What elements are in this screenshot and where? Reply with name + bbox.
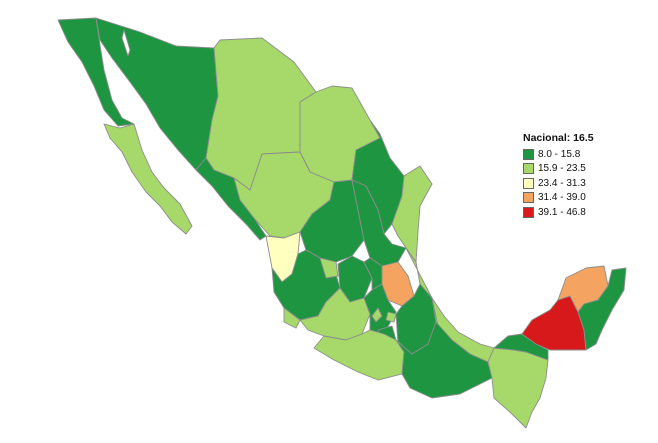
region-tabasco: [493, 333, 549, 361]
region-san-luis-potosi: [351, 179, 407, 267]
region-aguascalientes: [319, 257, 339, 279]
legend-label: 15.9 - 23.5: [538, 163, 586, 175]
legend-label: 39.1 - 46.8: [538, 206, 586, 218]
legend-swatch: [523, 148, 534, 160]
legend-item: 31.4 - 39.0: [523, 191, 643, 206]
region-ciudad-de-mexico: [385, 311, 397, 323]
legend-swatch: [523, 192, 534, 204]
region-chiapas: [487, 347, 549, 429]
legend-swatch: [523, 163, 534, 175]
region-quintana-roo: [577, 267, 627, 351]
legend-item: 39.1 - 46.8: [523, 205, 643, 220]
legend-items: 8.0 - 15.8 15.9 - 23.5 23.4 - 31.3 31.4 - 3…: [523, 147, 643, 220]
region-sonora: [95, 17, 219, 171]
region-estado-de-mexico: [363, 283, 397, 335]
legend-swatch: [523, 206, 534, 218]
legend-swatch: [523, 177, 534, 189]
legend-label: 23.4 - 31.3: [538, 177, 586, 189]
legend-label: 8.0 - 15.8: [538, 148, 581, 160]
map-legend: Nacional: 16.5 8.0 - 15.8 15.9 - 23.5 23.4…: [523, 132, 643, 220]
legend-item: 15.9 - 23.5: [523, 162, 643, 177]
legend-item: 23.4 - 31.3: [523, 176, 643, 191]
region-guerrero: [313, 329, 405, 381]
region-colima: [283, 307, 301, 329]
legend-title: Nacional: 16.5: [523, 132, 594, 144]
legend-label: 31.4 - 39.0: [538, 192, 586, 204]
gulf-water-shape: [121, 29, 131, 57]
region-sinaloa: [195, 157, 267, 241]
region-baja-california-sur: [103, 123, 193, 235]
enclave-shape: [371, 307, 383, 323]
legend-item: 8.0 - 15.8: [523, 147, 643, 162]
state-regions: [57, 17, 627, 429]
